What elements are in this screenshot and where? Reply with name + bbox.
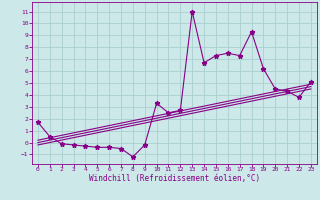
X-axis label: Windchill (Refroidissement éolien,°C): Windchill (Refroidissement éolien,°C) [89, 174, 260, 183]
